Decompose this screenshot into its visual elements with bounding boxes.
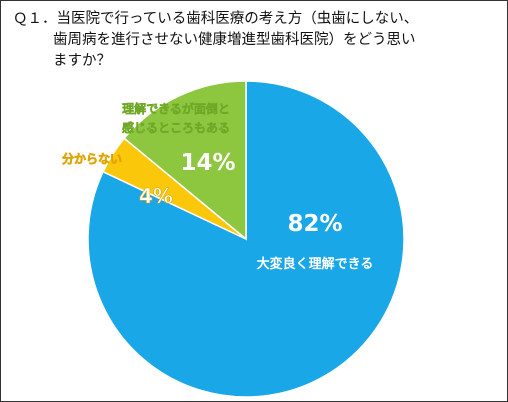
- slice-category-label-understand-but-tedious-line-2: 感じるところもある: [122, 120, 230, 135]
- slice-category-label-understand-but-tedious-line-1: 理解できるが面倒と: [122, 101, 230, 116]
- question-line-2: 歯周病を進行させない健康増進型歯科医院）をどう思い: [53, 32, 416, 48]
- slice-category-label-dont-know: 分からない: [62, 151, 122, 166]
- slice-value-label-understand-but-tedious: 14%: [180, 150, 235, 176]
- pie-slices: [87, 80, 405, 398]
- pie-labels: 82% 大変良く理解できる 4% 分からない 14% 理解できるが面倒と 感じる…: [62, 101, 374, 272]
- question-line-3: ますか？: [53, 53, 111, 69]
- slice-value-label-dont-know: 4%: [139, 184, 173, 208]
- question-title: Ｑ１．当医院で行っている歯科医療の考え方（虫歯にしない、 歯周病を進行させない健…: [13, 9, 498, 72]
- pie-slice-understand-but-tedious: [123, 80, 247, 241]
- slice-value-label-very-well: 82%: [287, 211, 342, 237]
- slice-category-label-very-well: 大変良く理解できる: [257, 256, 374, 272]
- question-line-1: Ｑ１．当医院で行っている歯科医療の考え方（虫歯にしない、: [13, 11, 419, 27]
